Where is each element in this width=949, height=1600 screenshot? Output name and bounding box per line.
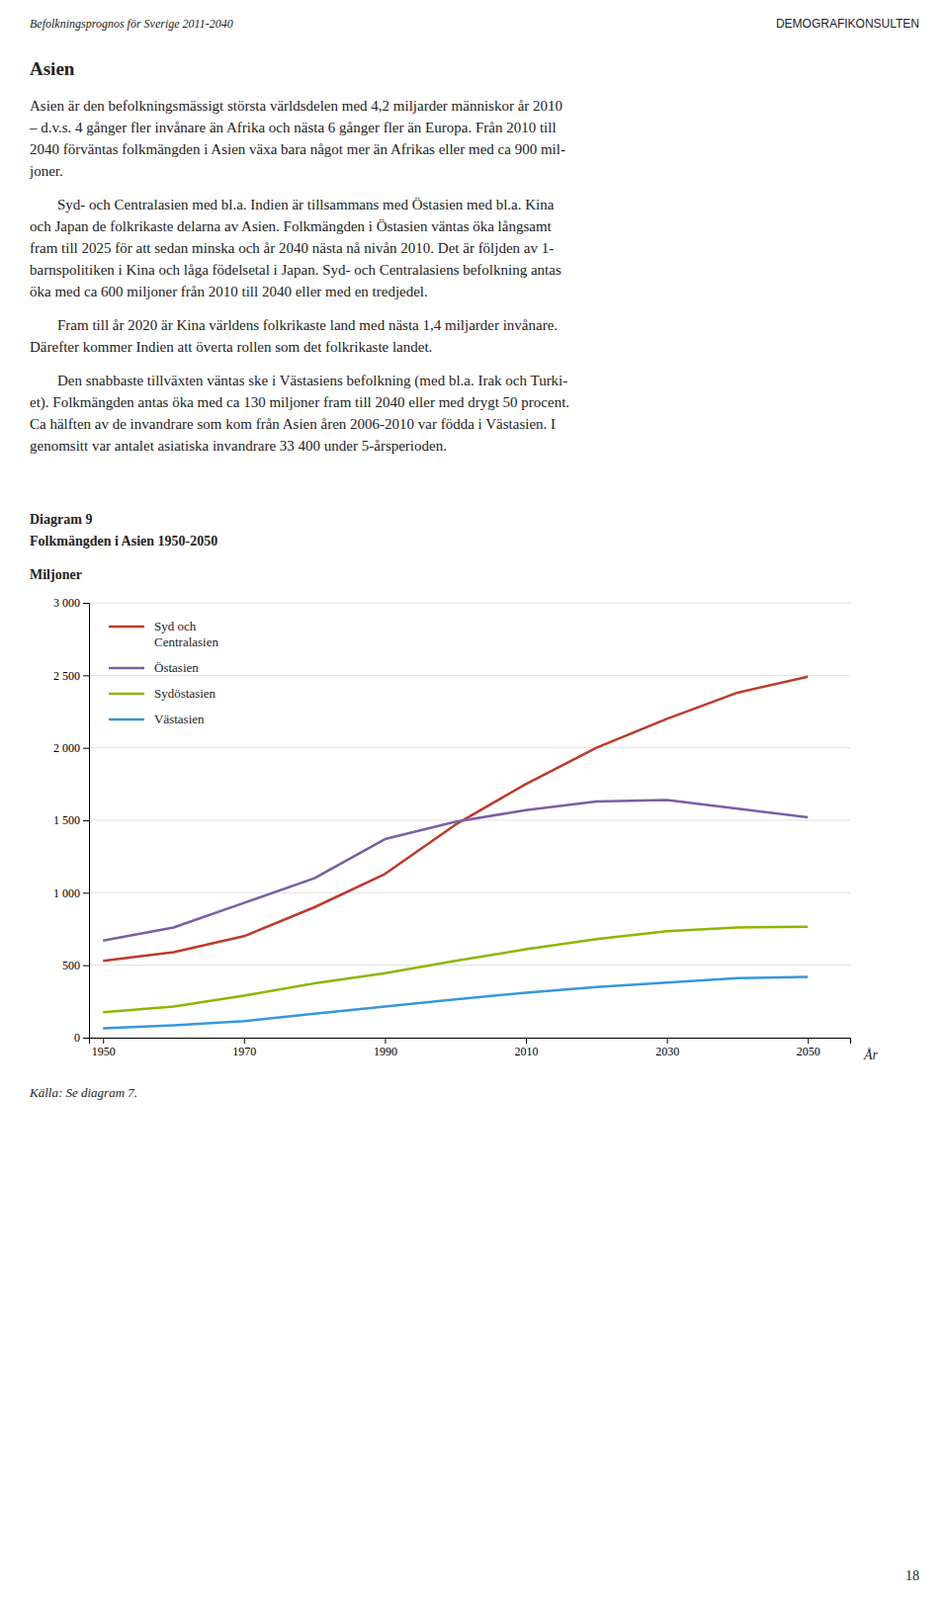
y-tick: 1 500 [53,813,89,828]
x-tick-mark [102,1037,104,1044]
x-axis-title: År [862,1047,879,1063]
x-tick-label: 1970 [232,1044,257,1059]
legend-label-line: Syd och [154,618,197,634]
body-text: Syd- och Centralasien med bl.a. Indien ä… [57,196,555,213]
x-tick-label: 2030 [655,1044,680,1059]
series-line [102,677,808,961]
x-axis-line [89,1038,852,1045]
series-line [102,976,808,1029]
body-text: Därefter kommer Indien att överta rollen… [29,339,432,355]
legend-swatch [108,667,145,671]
lines [102,677,808,1030]
legend-label-line: Västasien [154,711,205,727]
x-tick-mark [807,1037,809,1044]
x-tick-label: 2050 [796,1044,821,1059]
y-tick-label: 0 [74,1031,81,1045]
grid [88,603,851,1038]
page: Befolkningsprognos för Sverige 2011-2040… [0,0,949,1600]
body-text: öka med ca 600 miljoner från 2010 till 2… [29,283,429,300]
page-number: 18 [905,1568,920,1584]
header-left: Befolkningsprognos för Sverige 2011-2040 [29,16,234,31]
y-tick: 0 [74,1031,89,1045]
body-text: – d.v.s. 4 gånger fler invånare än Afrik… [28,119,557,136]
series-line [102,799,808,941]
body-text: Den snabbaste tillväxten väntas ske i Vä… [57,372,568,390]
x-tick: 2010 [515,1037,539,1059]
x-tick-mark [525,1037,527,1044]
y-tick: 2 000 [53,741,89,756]
x-tick-label: 2010 [515,1044,539,1059]
x-tick-mark [667,1037,669,1044]
chart: 1950 1970 1990 2010 2030 2050 0 500 1 000 1 500 2 … [53,596,852,1058]
y-tick-mark [83,675,89,677]
y-tick-mark [83,892,89,894]
legend-label-line: Sydöstasien [154,686,217,701]
body-text: och Japan de folkrikaste delarna av Asie… [29,218,553,235]
legend-label-line: Östasien [154,660,199,676]
y-axis: 0 500 1 000 1 500 2 000 2 500 3 000 [53,596,90,1045]
y-tick: 1 000 [53,886,89,901]
y-tick-mark [83,1037,89,1039]
y-tick-label: 1 000 [53,886,81,901]
y-tick-label: 1 500 [53,813,81,828]
caption: Källa: Se diagram 7. [28,1085,138,1101]
x-tick: 1990 [373,1037,398,1059]
body-text: Ca hälften av de invandrare som kom från… [29,416,556,432]
y-axis-line [83,603,90,1039]
y-tick-label: 500 [62,958,81,973]
grid-line [88,675,851,677]
legend-swatch [108,718,145,722]
section-title: Asien [29,58,76,80]
legend-label: Västasien [154,711,205,727]
y-tick-label: 3 000 [53,596,81,610]
body-text: genomsitt var antalet asiatiska invandra… [29,437,447,454]
y-axis-title: Miljoner [29,567,83,583]
body-text: joner. [28,163,64,179]
y-tick: 2 500 [53,669,89,684]
legend-label: Sydöstasien [154,686,217,701]
y-tick: 500 [62,958,89,973]
legend-label: Östasien [154,660,199,676]
x-axis: 1950 1970 1990 2010 2030 2050 [89,1037,852,1059]
grid-line [88,892,851,894]
legend-label: Syd ochCentralasien [154,618,219,650]
y-tick-label: 2 000 [53,741,81,756]
y-tick-mark [83,965,89,967]
x-tick: 2050 [796,1037,821,1059]
x-tick-label: 1990 [373,1044,398,1059]
y-tick-mark [83,748,89,750]
x-tick: 2030 [655,1037,680,1059]
legend-swatch [108,625,145,629]
y-tick-mark [83,820,89,822]
grid-line [88,603,851,604]
body-text: Asien är den befolkningsmässigt största … [29,97,563,114]
x-tick: 1970 [232,1037,257,1059]
legend-swatch [108,692,145,696]
y-tick-mark [83,603,89,604]
x-tick: 1950 [91,1037,116,1059]
body-text: fram till 2025 för att sedan minska och … [29,240,554,257]
x-tick-mark [384,1037,386,1044]
diagram-label: Diagram 9 [29,512,92,527]
body-text: Fram till år 2020 är Kina världens folkr… [57,317,558,334]
body-text: et). Folkmängden antas öka med ca 130 mi… [29,394,570,412]
y-tick: 3 000 [53,596,89,610]
legend: Syd ochCentralasien Östasien Sydöstasien Vä… [108,618,219,727]
header-right: DEMOGRAFIKONSULTEN [776,16,920,31]
x-tick-mark [244,1037,246,1044]
chart-title: Folkmängden i Asien 1950-2050 [29,533,218,549]
x-tick-label: 1950 [91,1044,116,1059]
y-tick-label: 2 500 [53,669,81,684]
grid-line [88,964,851,966]
body-text: 2040 förväntas folkmängden i Asien växa … [29,141,566,158]
body-text: barnspolitiken i Kina och låga födelseta… [29,261,562,278]
legend-label-line: Centralasien [154,634,219,650]
grid-line [88,747,851,749]
